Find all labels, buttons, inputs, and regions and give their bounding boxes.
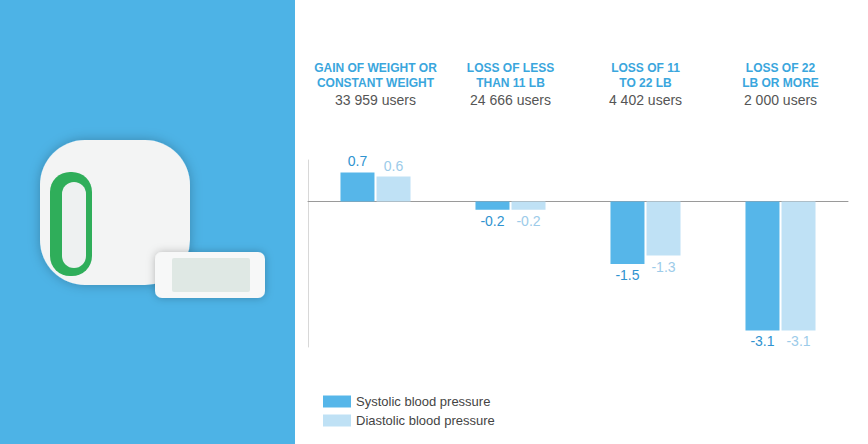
svg-text:-0.2: -0.2 (480, 213, 504, 229)
svg-text:LOSS OF 22: LOSS OF 22 (746, 61, 816, 75)
svg-text:LB OR MORE: LB OR MORE (742, 76, 819, 90)
svg-text:Systolic blood pressure: Systolic blood pressure (356, 394, 490, 409)
svg-text:TO 22 LB: TO 22 LB (619, 76, 672, 90)
svg-text:-0.2: -0.2 (516, 213, 540, 229)
svg-text:-3.1: -3.1 (750, 333, 774, 349)
svg-text:GAIN OF WEIGHT OR: GAIN OF WEIGHT OR (314, 61, 437, 75)
svg-text:0.6: 0.6 (384, 158, 404, 174)
svg-text:LOSS OF 11: LOSS OF 11 (611, 61, 680, 75)
svg-text:33 959 users: 33 959 users (335, 92, 416, 108)
svg-text:0.7: 0.7 (348, 153, 368, 169)
svg-text:LOSS OF LESS: LOSS OF LESS (467, 61, 554, 75)
svg-text:4 402 users: 4 402 users (609, 92, 682, 108)
svg-text:2 000 users: 2 000 users (744, 92, 817, 108)
svg-text:Diastolic blood pressure: Diastolic blood pressure (356, 413, 495, 428)
svg-text:-3.1: -3.1 (786, 333, 810, 349)
svg-text:24 666 users: 24 666 users (470, 92, 551, 108)
svg-text:THAN 11 LB: THAN 11 LB (476, 76, 545, 90)
svg-text:-1.5: -1.5 (615, 267, 639, 283)
svg-text:CONSTANT WEIGHT: CONSTANT WEIGHT (317, 76, 435, 90)
svg-text:-1.3: -1.3 (651, 259, 675, 275)
